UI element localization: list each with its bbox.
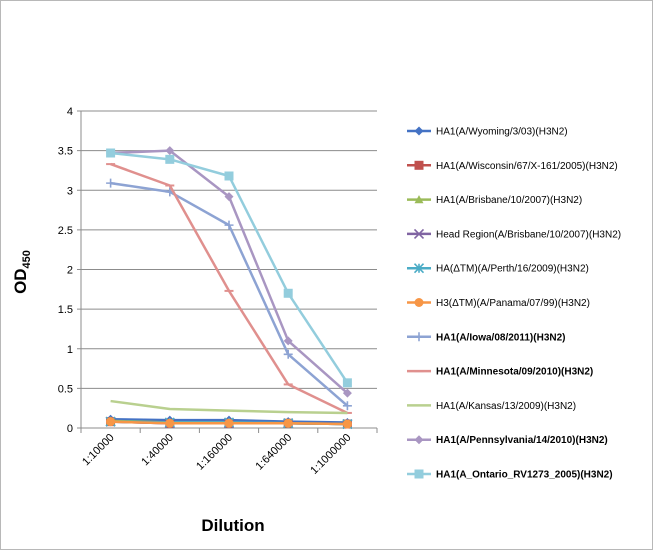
x-tick-label: 1:640000: [253, 432, 294, 473]
legend-label: H3(ΔTM)(A/Panama/07/99)(H3N2): [436, 298, 590, 309]
grid-lines: [81, 110, 377, 389]
legend-swatch-marker: [414, 435, 424, 445]
legend-label: HA1(A/Pennsylvania/14/2010)(H3N2): [436, 435, 608, 446]
data-point: [342, 378, 352, 388]
x-tick-label: 1:40000: [139, 432, 176, 469]
legend-label: HA1(A/Brisbane/10/2007)(H3N2): [436, 195, 582, 206]
legend-label: HA1(A/Kansas/13/2009)(H3N2): [436, 401, 576, 412]
data-point: [165, 154, 175, 164]
data-point: [283, 288, 293, 298]
y-axis-title: OD450: [11, 250, 33, 294]
series-line: [110, 181, 349, 407]
legend-swatch-marker: [413, 263, 425, 274]
legend-item: HA1(A_Ontario_RV1273_2005)(H3N2): [407, 469, 613, 481]
series-11: [106, 148, 352, 388]
series-group: [105, 146, 353, 430]
y-tick-label: 2.5: [58, 225, 73, 237]
data-point: [224, 220, 234, 230]
y-axis-title-main: OD: [11, 268, 30, 294]
legend-swatch-marker: [414, 160, 424, 170]
legend: HA1(A/Wyoming/3/03)(H3N2) HA1(A/Wisconsin…: [407, 126, 621, 481]
data-point: [342, 388, 352, 398]
data-point: [165, 418, 175, 428]
data-point: [165, 146, 175, 156]
series-line: [110, 399, 348, 415]
legend-item: Head Region(A/Brisbane/10/2007)(H3N2): [407, 228, 621, 240]
data-point: [283, 336, 293, 346]
y-tick-label: 0.5: [58, 383, 73, 395]
x-tick-label: 1:160000: [194, 432, 235, 473]
legend-swatch-marker: [414, 298, 424, 307]
legend-label: HA1(A/Iowa/08/2011)(H3N2): [436, 332, 566, 343]
series-9: [110, 399, 348, 415]
legend-item: HA1(A/Minnesota/09/2010)(H3N2): [407, 367, 593, 378]
legend-item: HA1(A/Wyoming/3/03)(H3N2): [407, 126, 568, 138]
legend-item: HA1(A/Brisbane/10/2007)(H3N2): [407, 195, 582, 206]
data-point: [342, 419, 352, 429]
legend-item: HA1(A/Pennsylvania/14/2010)(H3N2): [407, 435, 608, 446]
legend-swatch-marker: [414, 126, 424, 136]
data-point: [106, 178, 116, 188]
legend-label: HA1(A/Wyoming/3/03)(H3N2): [436, 127, 568, 138]
y-tick-label: 3.5: [58, 146, 73, 158]
data-point: [224, 192, 234, 202]
series-8: [106, 162, 352, 415]
legend-label: HA1(A/Minnesota/09/2010)(H3N2): [436, 367, 593, 378]
data-point: [106, 148, 116, 158]
y-tick-label: 3: [67, 185, 73, 197]
x-axis-title: Dilution: [201, 516, 264, 535]
legend-item: HA1(A/Iowa/08/2011)(H3N2): [407, 332, 566, 343]
data-point: [224, 171, 234, 181]
data-point: [106, 417, 116, 427]
series-line: [110, 149, 349, 395]
series-6: [106, 417, 352, 429]
legend-item: HA(ΔTM)(A/Perth/16/2009)(H3N2): [407, 263, 589, 275]
legend-label: HA(ΔTM)(A/Perth/16/2009)(H3N2): [436, 264, 589, 275]
y-tick-label: 1: [67, 344, 73, 356]
legend-swatch-marker: [414, 195, 424, 204]
legend-label: Head Region(A/Brisbane/10/2007)(H3N2): [436, 229, 621, 240]
legend-swatch-marker: [414, 332, 424, 342]
data-point: [342, 401, 352, 411]
legend-item: H3(ΔTM)(A/Panama/07/99)(H3N2): [407, 298, 590, 309]
x-tick-label: 1:10000: [80, 432, 117, 469]
legend-swatch-marker: [414, 469, 424, 479]
y-tick-label: 1.5: [58, 304, 73, 316]
data-point: [283, 349, 293, 359]
series-7: [106, 178, 352, 411]
legend-item: HA1(A/Kansas/13/2009)(H3N2): [407, 401, 576, 412]
legend-label: HA1(A/Wisconsin/67/X-161/2005)(H3N2): [436, 161, 618, 172]
series-10: [106, 146, 352, 398]
y-tick-label: 2: [67, 265, 73, 277]
data-point: [283, 418, 293, 428]
legend-swatch-marker: [413, 228, 425, 239]
y-axis-title-subscript: 450: [21, 250, 33, 268]
x-tick-label: 1:1000000: [308, 432, 353, 477]
y-tick-label: 0: [67, 423, 73, 435]
y-tick-label: 4: [67, 106, 73, 118]
legend-label: HA1(A_Ontario_RV1273_2005)(H3N2): [436, 470, 613, 481]
data-point: [224, 418, 234, 428]
legend-item: HA1(A/Wisconsin/67/X-161/2005)(H3N2): [407, 160, 618, 172]
